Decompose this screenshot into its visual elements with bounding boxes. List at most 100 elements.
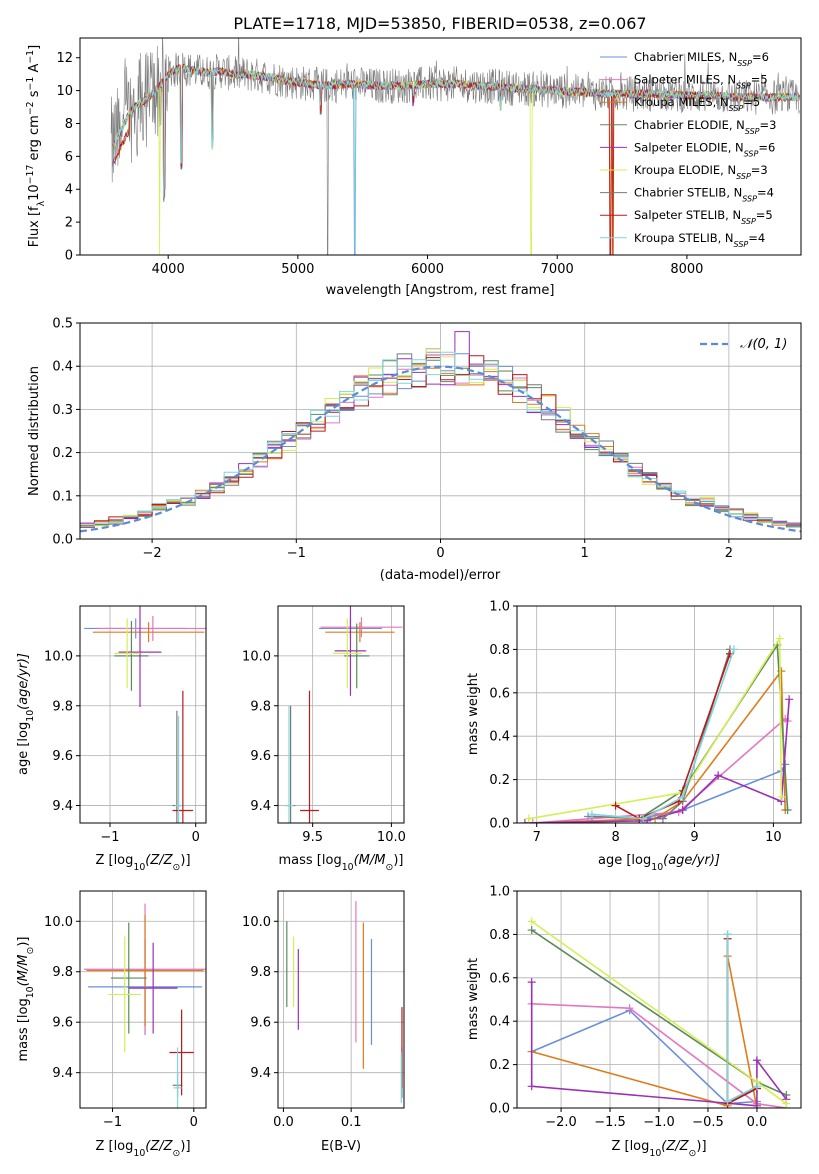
mass-ebv-xlabel: E(B-V): [321, 1139, 361, 1154]
spectrum-ytick-label-4: 8: [65, 117, 73, 132]
age-vs-Z-plot-area: [84, 606, 206, 823]
weight-vs-age-xtick-label-2: 9: [690, 830, 698, 845]
weight-age-marker-7-0: [611, 801, 620, 810]
weight-vs-age-ytick-label-1: 0.2: [489, 773, 510, 788]
weight-vs-Z-xtick-label-1: −1.5: [594, 1115, 626, 1130]
residuals-ytick-label-0: 0.0: [52, 533, 73, 548]
spectrum-plot-area: [110, 38, 801, 255]
age-vs-mass-ytick-label-1: 9.6: [250, 749, 271, 764]
mass-vs-Z-panel: −1 0 9.4 9.6 9.8 10.0 Z [log10(Z/Z⊙)] mass [log…: [16, 890, 207, 1159]
residuals-frame: [79, 322, 802, 540]
mass-z-ylabel: mass [log10(M/M⊙)]: [16, 937, 36, 1062]
residuals-xtick-label-4: 2: [725, 546, 733, 561]
weight-age-series-4: [524, 699, 790, 823]
weight-z-series-8: [726, 934, 758, 1103]
residuals-xtick-label-1: −1: [287, 546, 306, 561]
weight-z-marker-4-1: [527, 1082, 536, 1091]
legend-label-1: Salpeter MILES, NSSP=5: [634, 73, 768, 91]
age-z-xlabel: Z [log10(Z/Z⊙)]: [95, 853, 190, 873]
mass-vs-EBV-plot-area: [286, 901, 403, 1103]
residual-hist-8: [80, 351, 801, 527]
weight-vs-Z-ytick-label-0: 0.0: [489, 1102, 510, 1117]
legend-label-3: Chabrier ELODIE, NSSP=3: [634, 118, 776, 136]
age-vs-mass-xtick-label-0: 9.5: [302, 830, 323, 845]
weight-age-marker-5-3: [777, 792, 786, 801]
weight-age-series-1: [532, 717, 789, 823]
weight-z-marker-3-0: [527, 926, 536, 935]
weight-age-marker-6-1: [658, 814, 667, 823]
mass-vs-EBV-ytick-label-1: 9.6: [250, 1016, 271, 1031]
residual-xlabel: (data-model)/error: [380, 568, 501, 583]
weight-age-marker-4-0: [520, 819, 529, 823]
weight-vs-Z-ytick-label-1: 0.2: [489, 1058, 510, 1073]
spectrum-title: PLATE=1718, MJD=53850, FIBERID=0538, z=0…: [233, 14, 646, 33]
weight-vs-age-ytick-label-2: 0.4: [489, 730, 510, 745]
residuals-ytick-label-5: 0.5: [52, 317, 73, 332]
weight-z-marker-4-2: [752, 1101, 761, 1108]
weight-age-marker-8-2: [678, 792, 687, 801]
legend-label-4: Salpeter ELODIE, NSSP=6: [634, 140, 775, 158]
spectrum-frame: [79, 37, 802, 256]
weight-vs-Z-xtick-label-2: −1.0: [643, 1115, 675, 1130]
age-mass-xlabel: mass [log10(M/M⊙)]: [279, 853, 404, 873]
residuals-xtick-label-3: 1: [581, 546, 589, 561]
mass-vs-EBV-panel: 0.0 0.1 9.4 9.6 9.8 10.0 E(B-V): [242, 890, 405, 1154]
age-vs-mass-xtick-label-1: 10.0: [377, 830, 406, 845]
weight-age-marker-5-0: [524, 814, 533, 823]
residuals-ytick-label-4: 0.4: [52, 360, 73, 375]
mass-vs-Z-grid: [80, 891, 206, 1108]
spectrum-legend: Chabrier MILES, NSSP=6 Salpeter MILES, NS…: [600, 50, 776, 248]
residuals-panel: −2 −1 0 1 2 0.0 0.1 0.2 0.3 0.4 0.5 𝒩(0, 1) (data-mo…: [27, 317, 802, 583]
legend-label-7: Salpeter STELIB, NSSP=5: [634, 208, 773, 226]
weight-z-marker-4-0: [527, 978, 536, 987]
mass-vs-EBV-xtick-label-1: 0.1: [341, 1115, 362, 1130]
mass-vs-Z-ytick-label-2: 9.8: [52, 965, 73, 980]
weight-z-series-0: [531, 1009, 757, 1105]
residual-legend-label: 𝒩(0, 1): [740, 337, 787, 352]
weight-vs-Z-ytick-label-4: 0.8: [489, 928, 510, 943]
weight-vs-Z-frame: [516, 890, 802, 1109]
mass-vs-Z-xtick-label-1: 0: [190, 1115, 198, 1130]
weight-age-series-5: [528, 635, 783, 820]
residuals-xtick-label-2: 0: [436, 546, 444, 561]
spectrum-ytick-label-1: 2: [65, 216, 73, 231]
weight-vs-age-ytick-label-4: 0.8: [489, 643, 510, 658]
mass-vs-EBV-ytick-label-0: 9.4: [250, 1066, 271, 1081]
weight-vs-age-ytick-label-3: 0.6: [489, 686, 510, 701]
weight-age-marker-5-2: [775, 634, 784, 643]
weight-vs-age-ytick-label-5: 1.0: [489, 600, 510, 615]
spectrum-ytick-label-6: 12: [56, 51, 73, 66]
mass-vs-EBV-frame: [277, 890, 405, 1109]
weight-vs-Z-xtick-label-0: −2.0: [545, 1115, 577, 1130]
weight-age-marker-1-0: [528, 819, 537, 823]
weight-age-series-8: [591, 649, 735, 820]
legend-label-6: Chabrier STELIB, NSSP=4: [634, 186, 774, 204]
age-vs-Z-xtick-label-0: −1: [100, 830, 119, 845]
residuals-xtick-label-0: −2: [143, 546, 162, 561]
weight-age-ylabel: mass weight: [466, 673, 481, 755]
weight-z-marker-8-0: [723, 930, 732, 939]
weight-age-xlabel: age [log10(age/yr)]: [598, 853, 720, 873]
spectrum-xtick-label-4: 8000: [670, 262, 703, 277]
weight-z-marker-1-1: [625, 1004, 634, 1013]
weight-age-marker-3-3: [783, 805, 792, 814]
weight-age-marker-4-3: [714, 771, 723, 780]
age-vs-Z-ytick-label-0: 9.4: [52, 799, 73, 814]
residuals-ytick-label-3: 0.3: [52, 403, 73, 418]
age-vs-mass-frame: [277, 605, 405, 824]
weight-vs-age-frame: [516, 605, 802, 824]
weight-vs-Z-ytick-label-2: 0.4: [489, 1015, 510, 1030]
spectrum-series-8: [114, 63, 800, 255]
weight-vs-age-xtick-label-0: 7: [533, 830, 541, 845]
spectrum-xtick-label-3: 7000: [541, 262, 574, 277]
weight-vs-Z-plot-area: [527, 917, 791, 1108]
age-vs-Z-panel: −1 0 9.4 9.6 9.8 10.0 Z [log10(Z/Z⊙)] age [log1…: [16, 605, 207, 873]
weight-z-marker-5-0: [527, 917, 536, 926]
residuals-plot-area: [80, 331, 801, 533]
mass-vs-EBV-xtick-label-0: 0.0: [273, 1115, 294, 1130]
weight-age-marker-8-1: [639, 814, 648, 823]
mass-vs-Z-xtick-label-0: −1: [103, 1115, 122, 1130]
age-vs-mass-grid: [278, 606, 404, 823]
age-vs-Z-frame: [79, 605, 207, 824]
residuals-ytick-label-1: 0.1: [52, 489, 73, 504]
